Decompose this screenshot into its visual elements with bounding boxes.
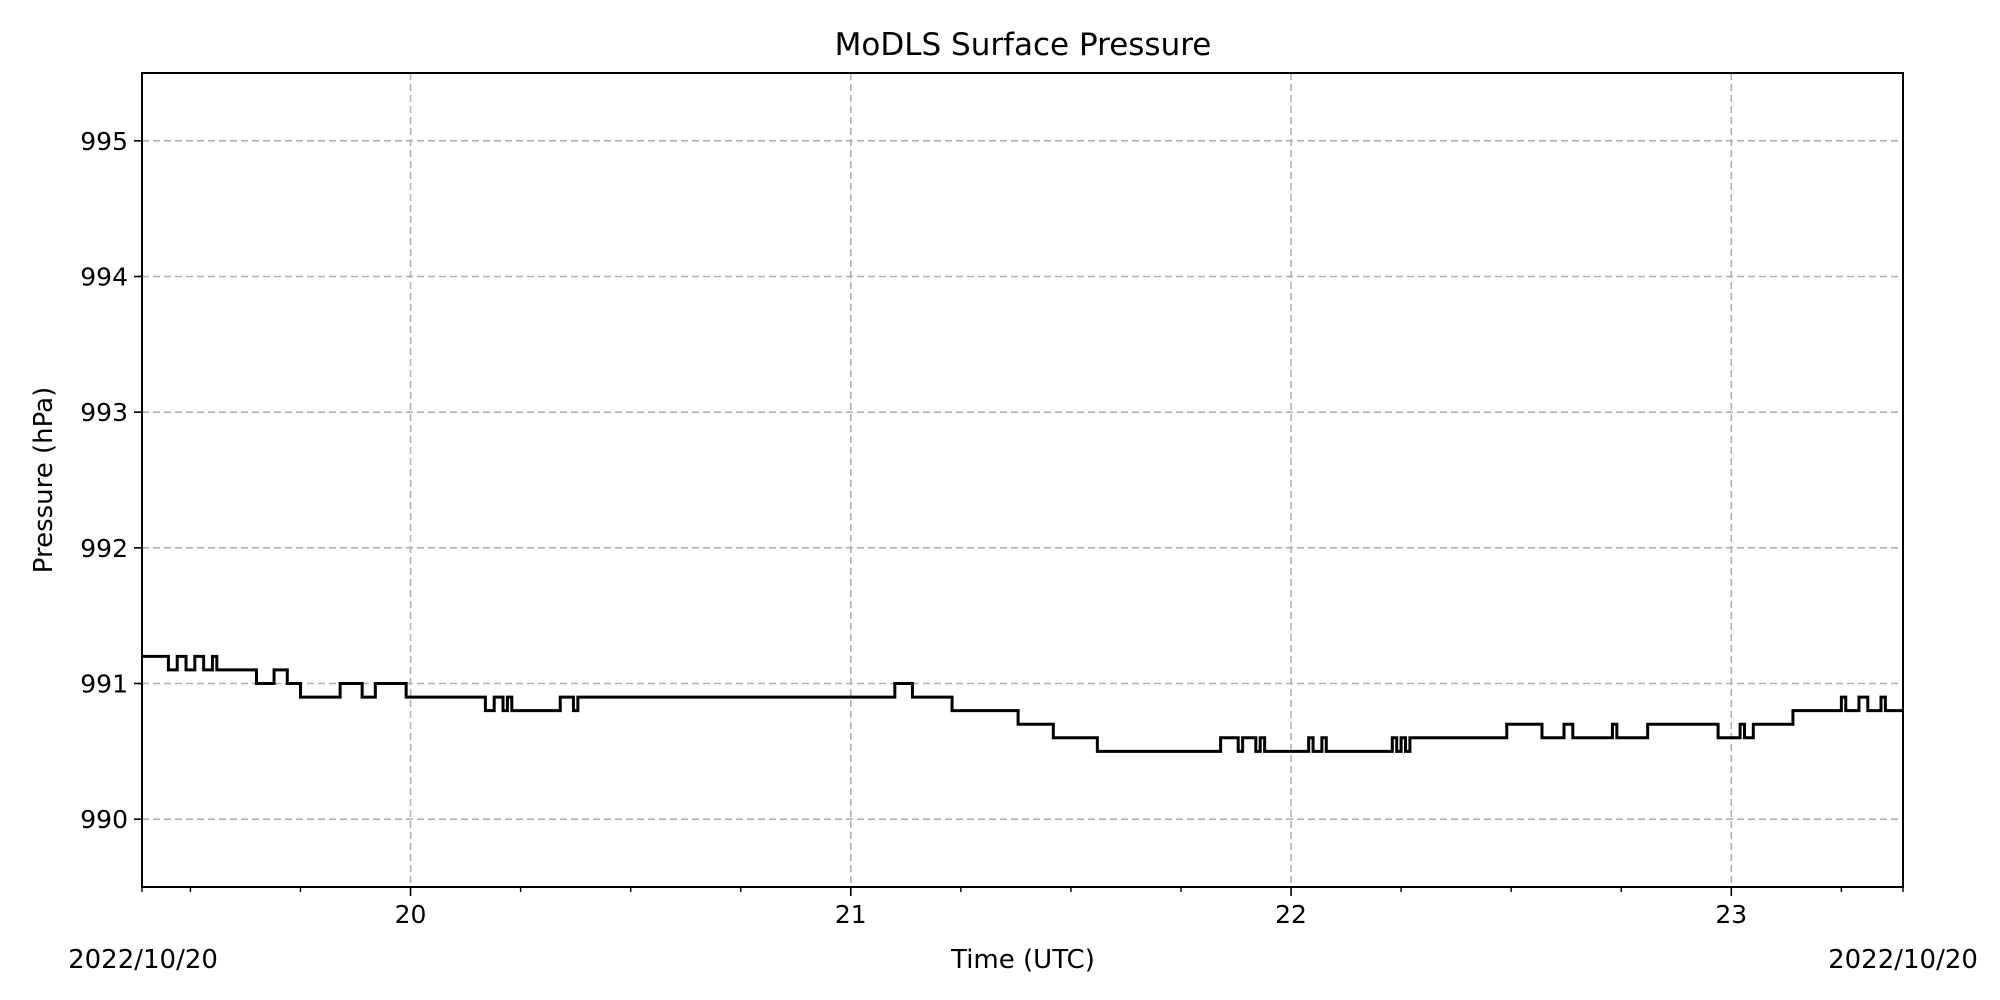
y-tick-label: 995 [80, 127, 128, 156]
x-tick-label: 21 [835, 900, 867, 929]
pressure-line [142, 654, 1903, 753]
plot-frame [141, 72, 1904, 888]
grid [142, 73, 1903, 887]
y-tick-label: 994 [80, 263, 128, 292]
date-label-left: 2022/10/20 [68, 945, 218, 975]
series-layer [142, 654, 1903, 753]
y-tick-label: 992 [80, 534, 128, 563]
date-label-right: 2022/10/20 [1828, 945, 1978, 975]
y-tick-label: 990 [80, 805, 128, 834]
y-axis-label: Pressure (hPa) [29, 387, 59, 574]
x-axis-label: Time (UTC) [950, 945, 1095, 975]
tick-layer: 990 991 992 993 994 995 20 21 22 23 [80, 127, 1904, 929]
x-tick-label: 22 [1275, 900, 1307, 929]
y-tick-label: 991 [80, 670, 128, 699]
y-tick-label: 993 [80, 398, 128, 427]
x-tick-label: 23 [1715, 900, 1747, 929]
chart-title: MoDLS Surface Pressure [835, 27, 1212, 63]
x-tick-label: 20 [395, 900, 427, 929]
